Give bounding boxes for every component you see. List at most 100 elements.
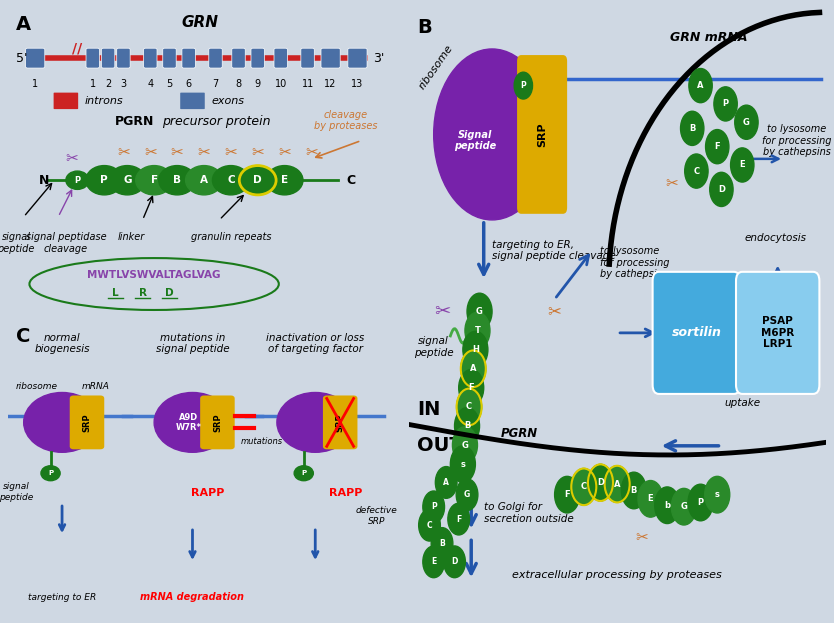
Text: ribosome: ribosome [16, 382, 58, 391]
Circle shape [463, 331, 488, 368]
Text: D: D [597, 478, 604, 487]
Text: D: D [165, 288, 173, 298]
Text: G: G [743, 118, 750, 126]
Text: P: P [100, 175, 108, 185]
Text: signal
peptide: signal peptide [0, 482, 33, 502]
Text: B: B [689, 124, 696, 133]
Text: uptake: uptake [724, 398, 761, 408]
Circle shape [457, 389, 481, 426]
Circle shape [588, 464, 613, 501]
Text: ✂: ✂ [279, 145, 291, 160]
Text: ✂: ✂ [65, 151, 78, 166]
Text: D: D [718, 185, 725, 194]
Text: A: A [614, 480, 620, 488]
Circle shape [450, 446, 475, 482]
FancyBboxPatch shape [232, 48, 245, 68]
FancyBboxPatch shape [163, 48, 176, 68]
Circle shape [706, 130, 729, 164]
FancyBboxPatch shape [348, 48, 367, 68]
Text: B: B [173, 175, 181, 185]
Text: P: P [697, 498, 704, 507]
Text: 13: 13 [351, 78, 364, 88]
Circle shape [448, 503, 470, 535]
Circle shape [456, 479, 478, 510]
Text: F: F [565, 490, 570, 499]
Text: 1: 1 [33, 78, 38, 88]
Text: OUT: OUT [417, 436, 463, 455]
Circle shape [277, 392, 354, 452]
Text: G: G [476, 307, 483, 316]
Text: 5': 5' [16, 52, 28, 65]
Circle shape [136, 166, 173, 195]
Text: E: E [740, 161, 745, 169]
Text: P: P [722, 100, 729, 108]
Circle shape [621, 472, 646, 509]
Text: 3': 3' [373, 52, 384, 65]
Text: to Golgi for
secretion outside: to Golgi for secretion outside [484, 502, 574, 524]
Circle shape [465, 312, 490, 349]
Circle shape [459, 369, 484, 406]
Circle shape [435, 467, 457, 498]
Circle shape [467, 293, 492, 330]
Circle shape [444, 546, 465, 578]
FancyBboxPatch shape [182, 48, 195, 68]
Text: 5: 5 [166, 78, 173, 88]
Text: exons: exons [212, 96, 244, 106]
Circle shape [714, 87, 737, 121]
Text: F: F [456, 515, 461, 523]
Text: linker: linker [118, 232, 145, 242]
Text: mRNA degradation: mRNA degradation [140, 592, 244, 602]
Text: D: D [451, 558, 458, 566]
Circle shape [705, 477, 730, 513]
Text: 12: 12 [324, 78, 337, 88]
Text: s: s [460, 460, 465, 468]
Text: 1: 1 [90, 78, 96, 88]
Circle shape [158, 166, 195, 195]
Text: P: P [301, 470, 306, 476]
Text: P: P [431, 502, 436, 511]
Circle shape [423, 491, 445, 523]
Circle shape [213, 166, 249, 195]
Text: C: C [346, 174, 355, 187]
Circle shape [514, 72, 532, 99]
Text: T: T [475, 326, 480, 335]
Text: signal
peptide: signal peptide [414, 336, 454, 358]
Circle shape [671, 488, 696, 525]
Circle shape [681, 112, 704, 145]
Text: defective
SRP: defective SRP [356, 506, 398, 526]
Text: signal
peptide: signal peptide [0, 232, 35, 254]
Circle shape [434, 49, 550, 220]
Text: signal peptidase
cleavage: signal peptidase cleavage [26, 232, 106, 254]
Circle shape [455, 407, 480, 444]
Text: B: B [417, 19, 432, 37]
Text: E: E [431, 558, 436, 566]
FancyBboxPatch shape [143, 48, 157, 68]
Text: A9D
W7R*: A9D W7R* [176, 412, 202, 432]
Text: RAPP: RAPP [329, 488, 363, 498]
Text: 8: 8 [235, 78, 242, 88]
Text: extracellular processing by proteases: extracellular processing by proteases [512, 570, 722, 580]
Text: F: F [151, 175, 158, 185]
Text: ✂: ✂ [144, 145, 157, 160]
Text: G: G [464, 490, 470, 499]
Circle shape [86, 166, 123, 195]
Text: ✂: ✂ [117, 145, 130, 160]
Text: C: C [580, 482, 587, 492]
Text: C: C [693, 166, 700, 176]
Text: targeting to ER,
signal peptide cleavage: targeting to ER, signal peptide cleavage [492, 240, 615, 261]
Text: introns: introns [85, 96, 123, 106]
Text: G: G [681, 502, 687, 511]
Circle shape [294, 466, 314, 481]
Circle shape [23, 392, 100, 452]
Text: E: E [281, 175, 288, 185]
Text: GRN: GRN [182, 16, 219, 31]
Text: 10: 10 [274, 78, 287, 88]
FancyBboxPatch shape [53, 93, 78, 109]
Text: P: P [520, 81, 526, 90]
Text: ✂: ✂ [224, 145, 237, 160]
Text: SRP: SRP [537, 122, 547, 147]
Text: targeting to ER: targeting to ER [28, 593, 96, 602]
Text: 7: 7 [213, 78, 219, 88]
FancyBboxPatch shape [323, 396, 358, 449]
FancyBboxPatch shape [102, 48, 115, 68]
